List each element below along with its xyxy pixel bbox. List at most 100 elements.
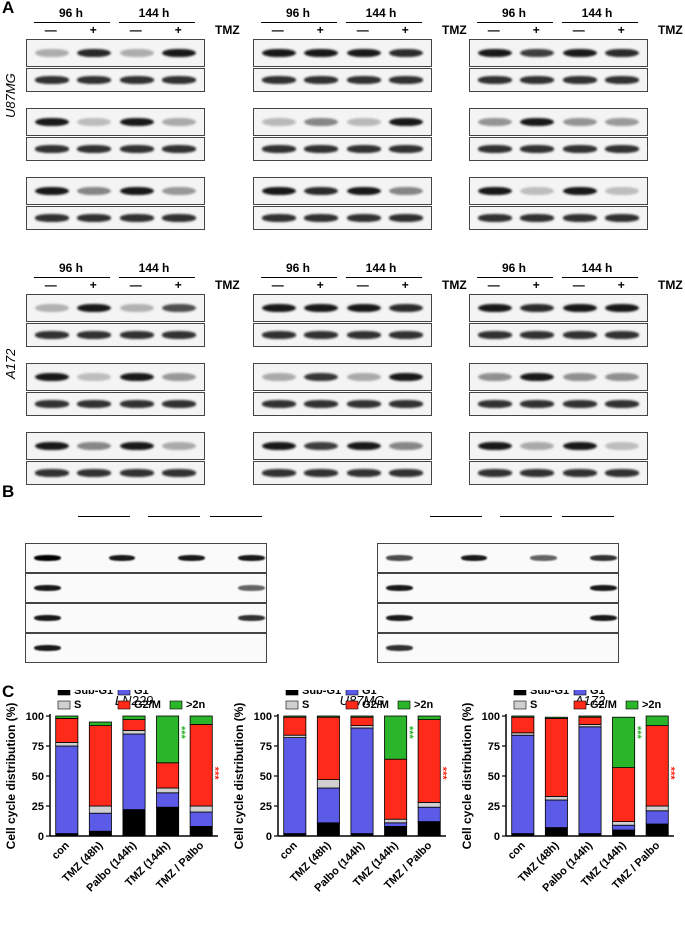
significance-marker: *** (208, 767, 220, 781)
tmz-label: TMZ (658, 23, 683, 37)
ip-band (460, 555, 488, 561)
time-header: 96 h (58, 6, 83, 20)
blot-loading-control-band (520, 214, 555, 222)
blot-pchk1-band (346, 117, 381, 127)
ratio-row (253, 92, 430, 105)
blot-loading-control-band (162, 214, 197, 222)
tmz-sign: + (174, 23, 182, 37)
blot-loading-control-band (477, 145, 512, 153)
legend-label: Sub-G1 (302, 690, 341, 697)
tmz-sign: + (89, 23, 97, 37)
blot-wee1-band (605, 48, 640, 58)
bar-segment-g2m (417, 719, 441, 803)
blot-loading-control (253, 206, 432, 230)
blot-loading-control-band (162, 76, 197, 84)
blot-chk1-band (346, 303, 381, 313)
blot-loading-control-band (520, 145, 555, 153)
ratio-row (469, 485, 646, 498)
x-tick-label: con (278, 839, 301, 862)
y-tick-label: 0 (38, 831, 44, 843)
blot-loading-control-band (520, 331, 555, 339)
blot-loading-control-band (477, 469, 512, 477)
legend-swatch (573, 690, 587, 696)
bar-segment-2n (283, 715, 307, 718)
ratio-row (469, 416, 646, 429)
blot-cdc25c (26, 432, 205, 460)
legend-swatch (285, 690, 299, 696)
blot-pb-myb (469, 432, 648, 460)
tmz-label: TMZ (658, 278, 683, 292)
blot-chk1-band (346, 48, 381, 58)
blot-loading-control-band (77, 469, 112, 477)
blot-loading-control-band (477, 76, 512, 84)
bar-segment-g1 (156, 792, 180, 808)
blot-pcdk1-band (304, 441, 339, 451)
ratio-row (26, 485, 203, 498)
blot-loading-control-band (520, 469, 555, 477)
blot-pcdk1-band (389, 441, 424, 451)
blot-pwee1-band (520, 117, 555, 127)
significance-marker: *** (631, 726, 643, 740)
blot-loading-control-band (562, 331, 597, 339)
bar-segment-g2m (350, 716, 374, 727)
bar-segment-subg1 (88, 830, 112, 837)
legend-swatch (169, 700, 183, 710)
blot-loading-control (253, 461, 432, 485)
tmz-sign: — (487, 278, 500, 292)
tmz-label: TMZ (442, 23, 467, 37)
ratio-row (469, 161, 646, 174)
blot-pchk1-band (389, 117, 424, 127)
legend-label: >2n (186, 699, 206, 711)
tmz-sign: + (316, 278, 324, 292)
bar-segment-s (612, 821, 636, 826)
blot-pb-myb-band (520, 186, 555, 196)
blot-loading-control-band (346, 76, 381, 84)
condition-underline (430, 516, 483, 517)
bar-segment-2n (55, 715, 79, 719)
condition-underline (210, 516, 263, 517)
x-tick-label: con (50, 839, 73, 862)
blot-loading-control-band (77, 214, 112, 222)
blot-loading-control-band (520, 76, 555, 84)
blot-chk1-band (261, 303, 296, 313)
blot-loading-control (469, 137, 648, 161)
blot-pb-myb-band (520, 441, 555, 451)
ip-band (386, 645, 413, 651)
y-tick-label: 100 (26, 711, 44, 723)
blot-pwee1-band (605, 372, 640, 382)
bar-segment-2n (544, 716, 568, 719)
y-tick-label: 0 (494, 831, 500, 843)
ip-blot (25, 603, 267, 633)
time-header: 144 h (138, 6, 170, 20)
blot-plk1-band (34, 117, 69, 127)
time-underline (261, 277, 337, 278)
blot-pwee1-band (562, 117, 597, 127)
bar-segment-subg1 (384, 825, 408, 837)
y-tick-label: 75 (260, 741, 272, 753)
ip-blot (377, 603, 619, 633)
blot-p21-band (162, 303, 197, 313)
blot-pb-myb-band (477, 441, 512, 451)
blot-loading-control-band (119, 400, 154, 408)
blot-loading-control (469, 68, 648, 92)
blot-cdc25c-band (162, 186, 197, 196)
blot-loading-control-band (477, 331, 512, 339)
blot-chk1-band (304, 48, 339, 58)
blot-loading-control-band (261, 76, 296, 84)
ip-band (34, 615, 61, 621)
ratio-row (253, 230, 430, 243)
bar-segment-2n (88, 721, 112, 726)
blot-loading-control-band (261, 214, 296, 222)
blot-loading-control-band (77, 400, 112, 408)
ratio-row (26, 416, 203, 429)
blot-pb-myb-band (562, 441, 597, 451)
tmz-sign: — (129, 23, 142, 37)
bar-segment-subg1 (122, 809, 146, 837)
time-header: 144 h (581, 6, 613, 20)
blot-loading-control-band (162, 145, 197, 153)
legend-swatch (57, 690, 71, 696)
legend-label: G1 (134, 690, 149, 697)
legend-label: G1 (590, 690, 605, 697)
tmz-sign: — (572, 278, 585, 292)
